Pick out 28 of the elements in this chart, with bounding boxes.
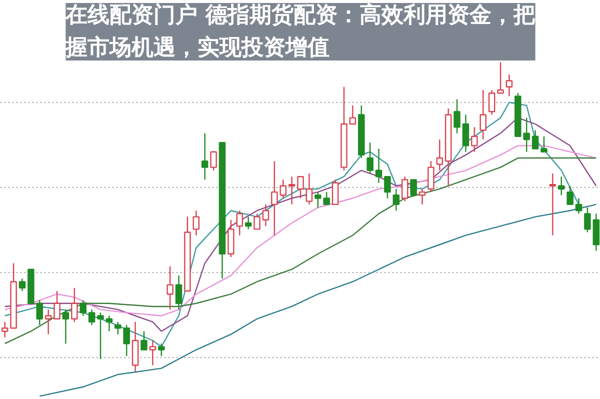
candlestick xyxy=(18,278,26,292)
candlestick xyxy=(462,114,470,152)
candlestick xyxy=(592,213,600,252)
candlestick xyxy=(175,274,182,310)
candlestick xyxy=(418,188,426,206)
candlestick xyxy=(201,132,208,180)
candlestick xyxy=(392,188,400,212)
candlestick xyxy=(575,198,582,214)
candlestick xyxy=(401,176,408,202)
candlestick xyxy=(132,321,139,372)
candlestick xyxy=(149,340,156,366)
candlestick xyxy=(262,204,270,227)
candlestick xyxy=(166,266,174,310)
candlestick xyxy=(288,176,296,206)
candlestick xyxy=(306,172,313,206)
candlestick xyxy=(488,89,496,116)
candlestick xyxy=(88,308,96,326)
candlestick xyxy=(480,89,486,140)
candlestick xyxy=(444,108,452,186)
candlestick xyxy=(44,308,52,335)
candlestick xyxy=(1,321,8,338)
candlestick xyxy=(62,308,70,344)
candlestick xyxy=(506,74,513,97)
candlestick xyxy=(244,216,252,230)
candlestick xyxy=(549,172,556,236)
candlestick xyxy=(192,210,200,236)
candlestick xyxy=(375,148,382,184)
chart-title: 在线配资门户 德指期货配资：高效利用资金，把握市场机遇，实现投资增值 xyxy=(64,2,536,60)
